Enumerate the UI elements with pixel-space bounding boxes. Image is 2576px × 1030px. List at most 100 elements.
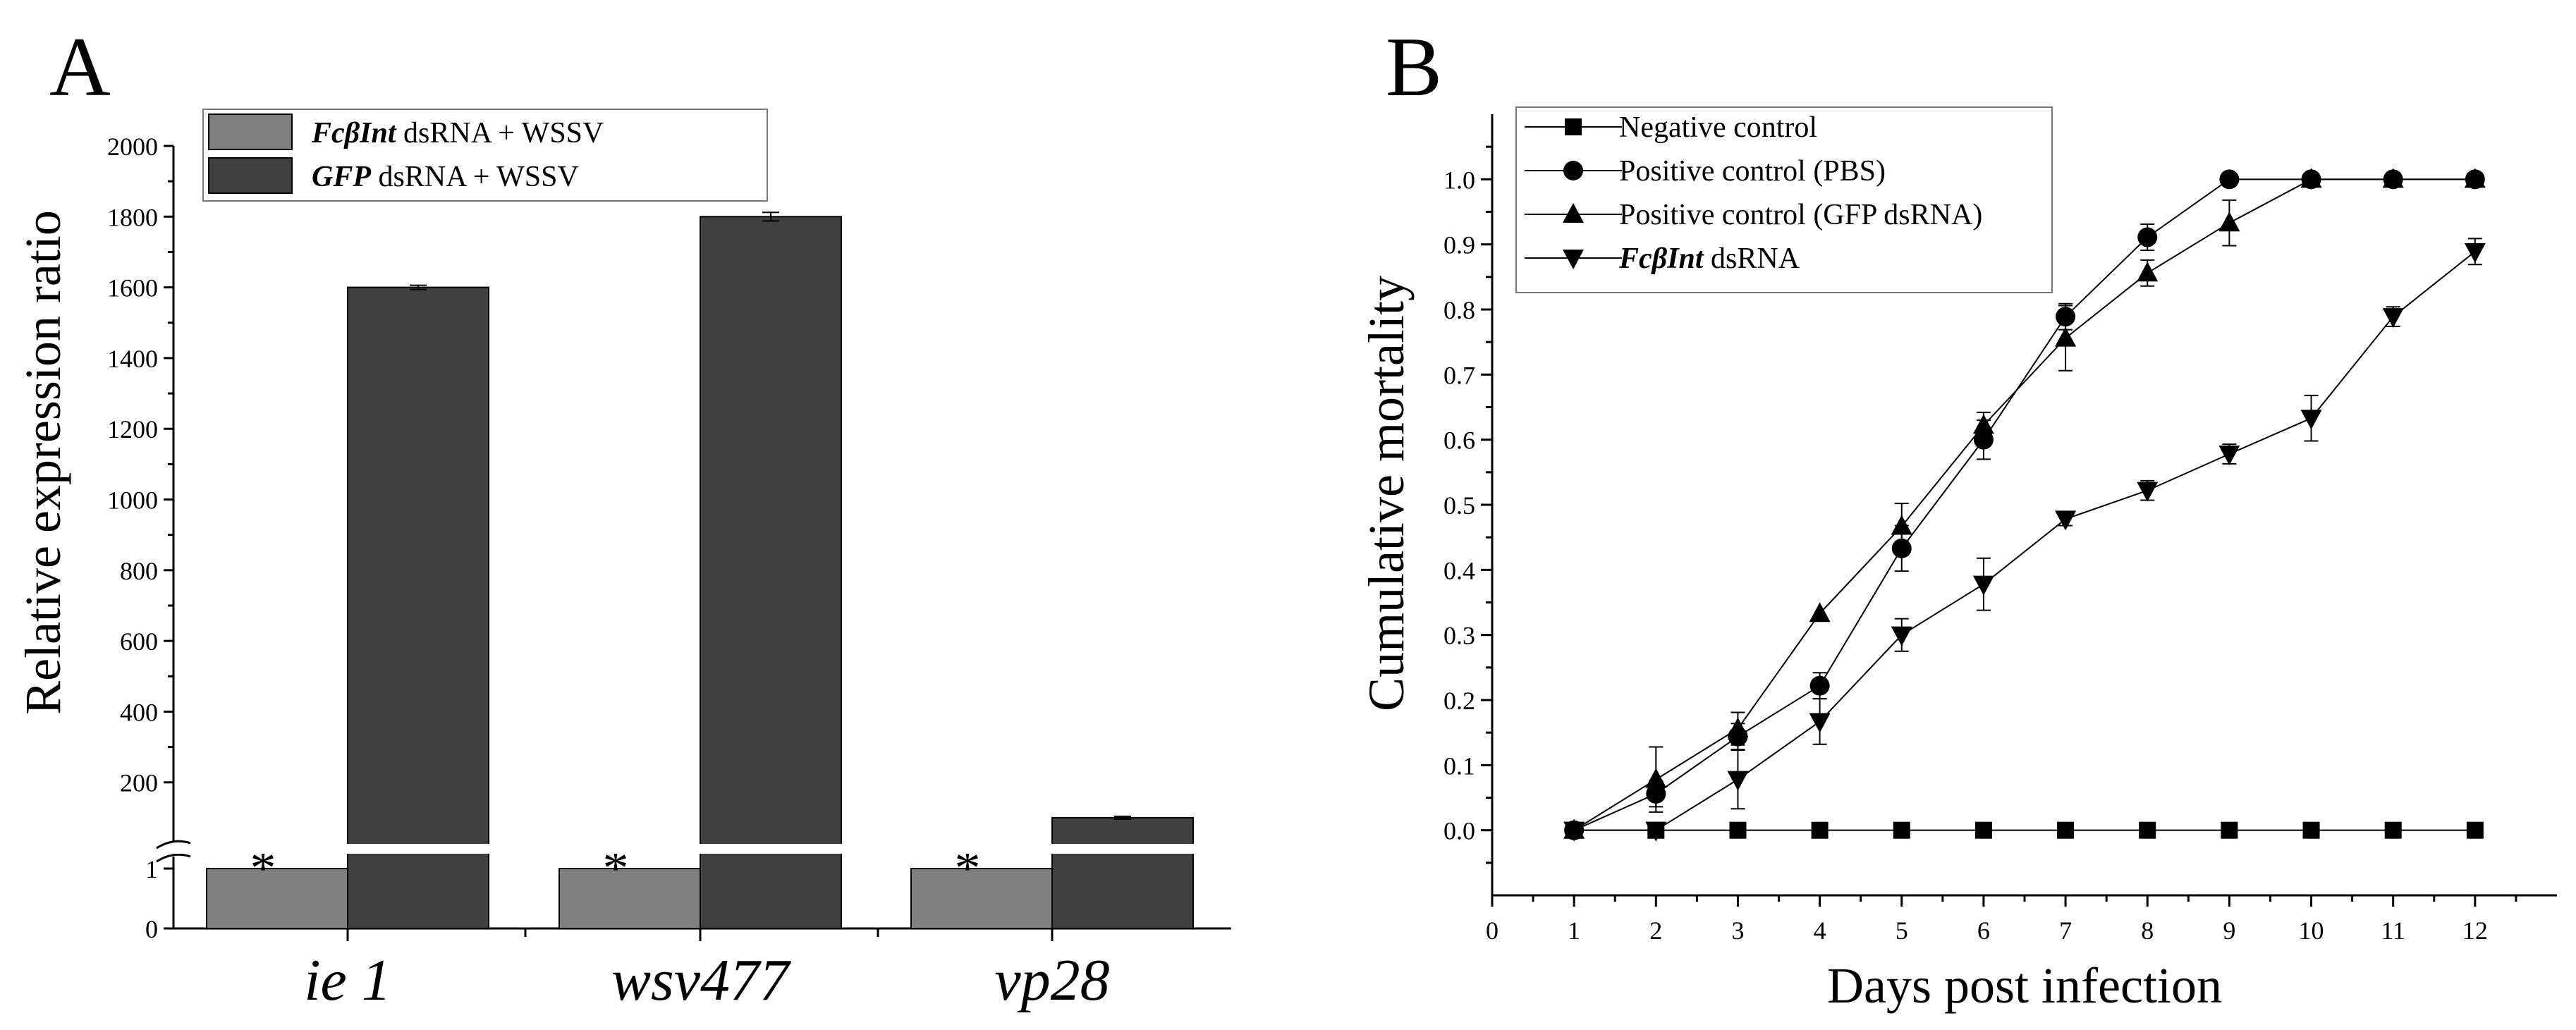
panel-b-x-tick-label: 6 [1977,916,1990,945]
panel-b-x-tick-label: 1 [1568,916,1580,945]
panel-b-x-tick-label: 10 [2299,916,2324,945]
panel-b-y-tick-label: 0.9 [1443,231,1475,259]
panel-a-bar [700,216,842,929]
panel-b-data-point [2300,168,2322,188]
panel-b-legend-marker [1563,161,1583,180]
panel-b-data-point [1727,771,1749,791]
panel-a-category-label: vp28 [994,948,1109,1013]
panel-b-x-tick-label: 12 [2462,916,2488,945]
panel-b-y-tick-label: 0.7 [1443,361,1475,389]
panel-b-data-point [2137,482,2159,502]
panel-b-data-point [2218,211,2240,232]
panel-b-data-point [1809,713,1831,733]
panel-b-data-point [1809,675,1830,696]
panel-b-y-tick-label: 0.8 [1443,296,1475,324]
panel-b-data-point [2055,510,2077,531]
panel-b-legend-label: Positive control (GFP dsRNA) [1619,199,1982,231]
panel-a-y-ticks: 200 400 600 800 1000 1200 1400 1600 1800 2000 0 1 [107,133,173,943]
panel-a-legend-label: FcβInt dsRNA + WSSV [311,117,604,149]
panel-b-x-tick-label: 4 [1814,916,1826,945]
panel-b-data-point [1645,768,1667,788]
panel-a-bars: * * * [206,211,1194,930]
panel-b-data-point [2137,227,2158,247]
panel-b-x-tick-label: 9 [2223,916,2235,945]
panel-b-data-point [2464,168,2486,188]
panel-b-label: B [1386,20,1442,114]
panel-b-ticks: 0 1 2 3 4 5 6 7 8 9 10 11 120.00.10.20.30.40.50.60.7… [1443,145,2517,945]
panel-b-y-tick-label: 0.2 [1443,687,1475,715]
panel-b: B Cumulative mortality Days post infecti… [1358,20,2557,1014]
panel-a-break-gap [173,844,1231,854]
panel-b-data-point [2055,326,2077,347]
panel-b-data-point [2464,243,2486,263]
panel-b-data-point [2384,821,2402,839]
panel-b-y-tick-label: 0.5 [1443,491,1475,520]
panel-b-legend-marker [1563,250,1584,269]
panel-b-data-point [1891,626,1912,646]
panel-b-data-point [2219,169,2240,190]
panel-b-legend: Negative control Positive control (PBS) Po… [1515,106,2053,293]
panel-a-y-tick-label: 1600 [107,274,158,302]
panel-a-y-tick-label: 2000 [107,133,158,161]
panel-b-data-point [1809,602,1831,623]
panel-a-y-tick-label: 200 [120,769,158,797]
panel-b-data-point [1563,821,1585,842]
panel-b-data-point [1893,821,1910,839]
panel-b-series [1563,168,2486,842]
panel-b-x-tick-label: 0 [1486,916,1498,945]
panel-a-bar [1051,816,1194,930]
panel-b-data-point [1727,717,1749,737]
panel-b-data-point [1972,575,1994,596]
panel-a-y-tick-label: 800 [120,557,158,585]
panel-b-x-tick-label: 7 [2059,916,2072,945]
panel-b-legend-label: Negative control [1619,111,1817,144]
panel-b-x-tick-label: 5 [1896,916,1908,945]
panel-a-category-label: wsv477 [611,948,791,1013]
panel-b-data-point [2221,821,2238,839]
panel-b-y-tick-label: 0.6 [1443,427,1475,455]
panel-b-y-tick-label: 0.1 [1443,752,1475,780]
panel-b-x-tick-label: 11 [2381,916,2405,945]
panel-b-legend-label: FcβInt dsRNA [1618,243,1800,275]
panel-b-x-tick-label: 2 [1649,916,1662,945]
panel-b-data-point [1645,821,1667,842]
panel-b-series-line [1574,251,2476,831]
panel-b-data-point [1973,429,1994,450]
panel-a-category-label: ie 1 [304,948,391,1013]
panel-b-data-point [2300,410,2322,430]
panel-b-data-point [2139,821,2156,839]
panel-a: A Relative expression ratio 200 400 600 800… [15,20,1231,1013]
panel-b-y-tick-label: 0.3 [1443,622,1475,650]
panel-b-legend-marker [1563,203,1584,223]
panel-a-legend-swatch [208,157,293,194]
panel-b-data-point [2218,445,2240,465]
panel-b-data-point [2137,262,2159,282]
panel-b-series-line [1573,178,2475,831]
panel-b-legend-label: Positive control (PBS) [1619,155,1886,188]
panel-b-data-point [1811,821,1829,839]
panel-a-y-tick-label: 400 [120,698,158,726]
panel-b-legend-marker [1565,118,1582,135]
panel-b-series-group [1563,238,2486,842]
panel-b-data-point [2382,308,2404,329]
panel-a-legend: FcβInt dsRNA + WSSV GFP dsRNA + WSSV [202,109,768,202]
panel-b-legend-box [1515,106,2053,293]
panel-b-series-group [1565,821,2484,839]
panel-a-y-tick-label: 600 [120,627,158,656]
panel-a-y-tick-label: 0 [145,915,158,943]
panel-b-data-point [1729,821,1747,839]
panel-b-y-axis-title: Cumulative mortality [1358,276,1415,711]
panel-b-data-point [1974,821,1992,839]
panel-a-bar [558,868,701,929]
panel-a-legend-box [202,109,768,202]
panel-b-data-point [2382,168,2404,188]
panel-a-y-tick-label: 1200 [107,415,158,443]
panel-a-bar [347,286,489,929]
panel-b-data-point [1972,414,1994,434]
panel-a-y-tick-label: 1 [145,855,158,883]
panel-b-y-tick-label: 0.4 [1443,556,1475,584]
panel-b-x-tick-label: 3 [1731,916,1744,945]
panel-a-y-axis-title: Relative expression ratio [15,210,71,715]
panel-a-label: A [49,20,111,114]
